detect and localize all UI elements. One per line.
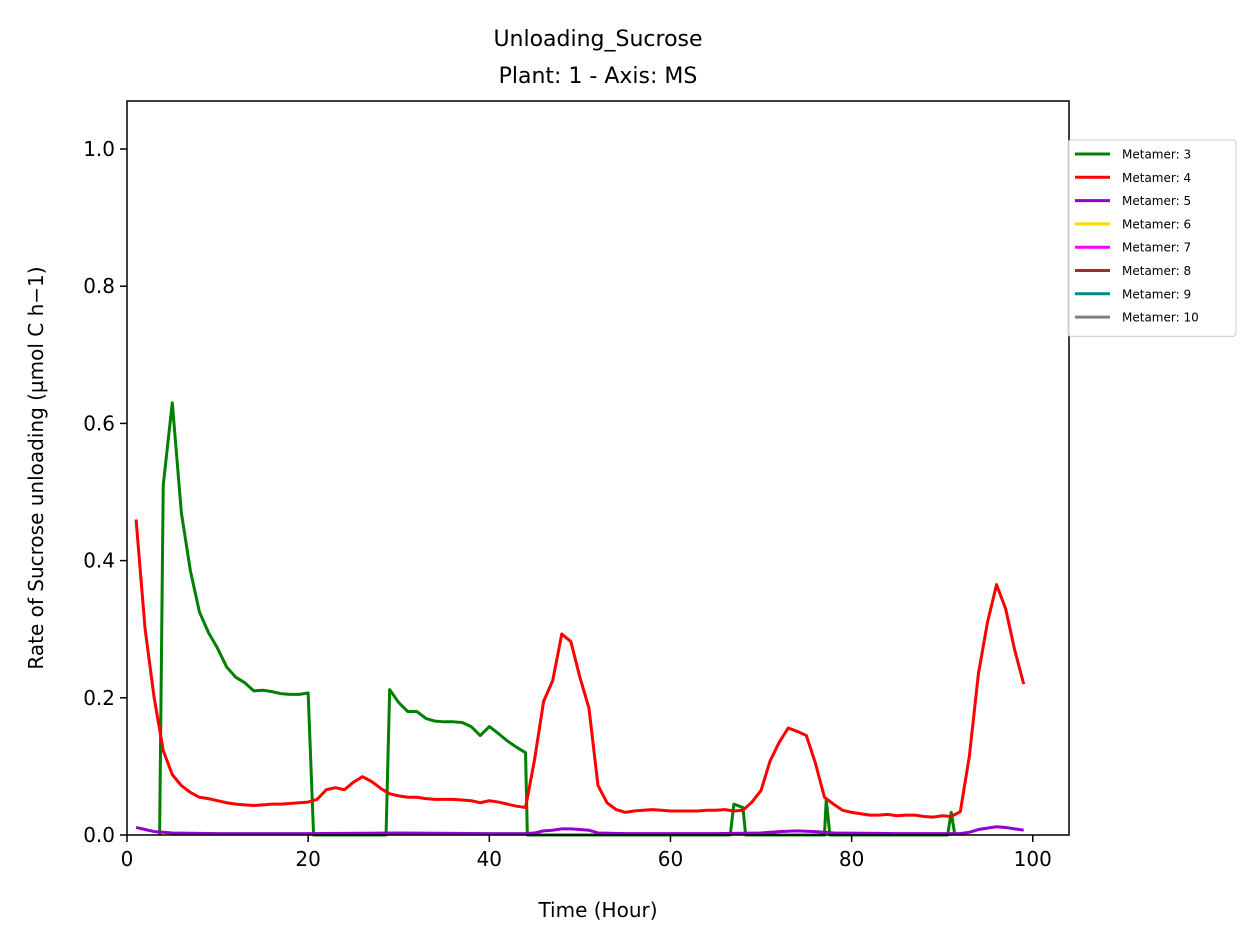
legend-entry: Metamer: 6: [1122, 217, 1191, 231]
series-line-1: [158, 401, 957, 837]
y-tick-label: 0.6: [83, 411, 115, 435]
legend-entry: Metamer: 4: [1122, 171, 1191, 185]
x-tick-label: 80: [839, 847, 864, 871]
x-axis-label: Time (Hour): [537, 898, 657, 922]
y-tick-label: 0.4: [83, 549, 115, 573]
chart-title: Unloading_Sucrose: [493, 27, 702, 52]
x-tick-label: 60: [658, 847, 683, 871]
legend-entry: Metamer: 3: [1122, 148, 1191, 162]
x-tick-label: 100: [1014, 847, 1052, 871]
y-axis-ticks: 0.0 0.2 0.4 0.6 0.8 1.0: [83, 137, 127, 847]
y-tick-label: 0.0: [83, 823, 115, 847]
legend-entry: Metamer: 10: [1122, 311, 1199, 325]
series-line-2: [134, 519, 1026, 819]
y-tick-label: 0.8: [83, 274, 115, 298]
legend-entry: Metamer: 7: [1122, 241, 1191, 255]
x-tick-label: 20: [295, 847, 320, 871]
x-tick-label: 0: [121, 847, 134, 871]
legend-box: [1067, 139, 1237, 337]
chart-subtitle: Plant: 1 - Axis: MS: [499, 64, 698, 89]
legend-entry: Metamer: 5: [1122, 194, 1191, 208]
series-line-3: [135, 825, 1024, 836]
y-tick-label: 1.0: [83, 137, 115, 161]
plot-frame: [126, 100, 1070, 836]
x-tick-label: 40: [477, 847, 502, 871]
y-tick-label: 0.2: [83, 686, 115, 710]
legend-entry: Metamer: 8: [1122, 264, 1191, 278]
legend: Metamer: 3 Metamer: 4 Metamer: 5 Metamer: 6…: [1067, 139, 1237, 337]
series-layer: [134, 401, 1026, 837]
legend-entry: Metamer: 9: [1122, 287, 1191, 301]
y-axis-label: Rate of Sucrose unloading (µmol C h−1): [24, 266, 48, 669]
x-axis-ticks: 0 20 40 60 80 100: [121, 835, 1052, 871]
